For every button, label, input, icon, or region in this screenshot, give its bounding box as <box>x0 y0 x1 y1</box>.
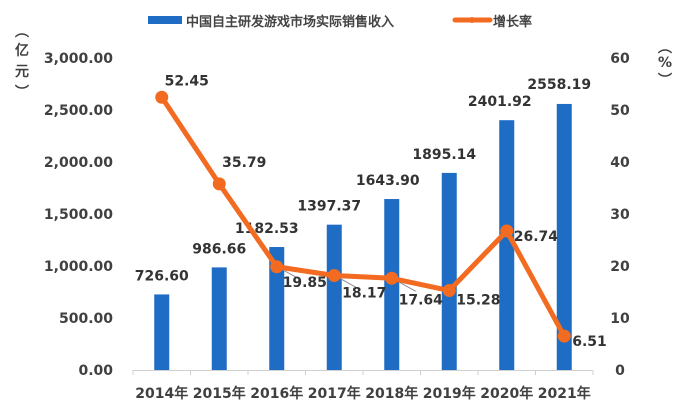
line-data-label: 6.51 <box>572 334 607 350</box>
x-axis-label: 2021年 <box>538 385 591 402</box>
left-unit-char: 亿 <box>15 42 29 59</box>
bar <box>556 103 572 370</box>
right-axis-ticks: 0 10 20 30 40 50 60 <box>610 51 630 379</box>
right-tick-label: 60 <box>610 51 630 67</box>
right-axis-unit-label: ︵%︶ <box>657 40 672 89</box>
right-tick-label: 30 <box>610 207 630 223</box>
bar <box>269 247 285 370</box>
leader-line <box>340 278 359 289</box>
line-data-label: 19.85 <box>283 275 327 291</box>
bar-data-labels: 726.60986.661182.531397.371643.901895.14… <box>135 77 591 284</box>
left-tick-label: 0.00 <box>78 363 113 379</box>
right-tick-label: 40 <box>610 155 630 171</box>
right-unit-char: ︶ <box>657 72 672 89</box>
left-tick-label: 2,000.00 <box>44 155 113 171</box>
line-marker <box>212 177 226 191</box>
right-unit-char: ︵ <box>657 40 672 56</box>
legend: 中国自主研发游戏市场实际销售收入 增长率 <box>148 14 532 30</box>
left-tick-label: 3,000.00 <box>44 51 113 67</box>
bar <box>441 172 457 370</box>
bar-data-label: 1895.14 <box>412 147 476 163</box>
right-tick-label: 10 <box>610 311 630 327</box>
line-series <box>155 90 571 343</box>
line-data-label: 15.28 <box>456 293 500 309</box>
legend-bar-swatch <box>148 16 182 24</box>
left-unit-char: ︵ <box>14 24 29 40</box>
line-marker <box>385 271 399 285</box>
bar <box>326 224 342 370</box>
line-data-label: 35.79 <box>222 155 266 171</box>
bar-data-label: 1643.90 <box>356 173 420 189</box>
bar-data-label: 726.60 <box>135 268 189 284</box>
right-tick-label: 20 <box>610 259 630 275</box>
left-unit-char: 元 <box>15 64 29 80</box>
leader-lines <box>282 269 416 292</box>
legend-bar-label: 中国自主研发游戏市场实际销售收入 <box>186 14 394 30</box>
line-marker <box>500 224 514 238</box>
x-axis <box>132 370 594 375</box>
right-unit-char: % <box>658 55 672 71</box>
x-axis-label: 2014年 <box>135 385 188 402</box>
legend-line-label: 增长率 <box>493 14 532 30</box>
x-axis-label: 2017年 <box>308 385 361 402</box>
line-marker <box>270 260 284 274</box>
x-axis-label: 2020年 <box>480 385 533 402</box>
right-tick-label: 0 <box>615 363 625 379</box>
leader-line <box>282 269 301 281</box>
line-marker <box>327 269 341 283</box>
left-unit-char: ︶ <box>14 84 29 101</box>
x-axis-label: 2018年 <box>365 385 418 402</box>
line-marker <box>442 284 456 298</box>
left-tick-label: 1,500.00 <box>44 207 113 223</box>
x-axis-label: 2016年 <box>250 385 303 402</box>
line-data-labels: 52.45 35.79 19.85 18.17 17.64 15.28 26.74 6.51 <box>165 73 607 350</box>
legend-line-marker <box>469 17 475 23</box>
left-axis-ticks: 0.00 500.00 1,000.00 1,500.00 2,000.00 2,500.… <box>44 51 113 379</box>
bar-series <box>154 103 572 370</box>
leader-line <box>397 280 416 292</box>
bar-data-label: 2401.92 <box>468 94 532 110</box>
left-tick-label: 1,000.00 <box>44 259 113 275</box>
left-tick-label: 2,500.00 <box>44 103 113 119</box>
bar-data-label: 1397.37 <box>297 199 361 215</box>
growth-rate-line <box>159 94 567 339</box>
line-data-label: 17.64 <box>399 292 444 308</box>
left-tick-label: 500.00 <box>59 311 113 327</box>
bar-data-label: 986.66 <box>192 241 246 257</box>
bar <box>154 294 170 370</box>
x-axis-label: 2015年 <box>193 385 246 402</box>
line-marker <box>155 90 169 104</box>
line-marker <box>557 329 571 343</box>
line-data-label: 52.45 <box>165 73 209 89</box>
bar-data-label: 2558.19 <box>527 77 591 93</box>
bar <box>499 120 515 370</box>
x-axis-labels: 2014年 2015年 2016年 2017年 2018年 2019年 2020年 2021年 <box>135 385 590 402</box>
right-tick-label: 50 <box>610 103 630 119</box>
left-axis-unit-label: ︵ 亿元 ︶ <box>14 24 29 101</box>
x-axis-label: 2019年 <box>423 385 476 402</box>
bar <box>211 267 227 370</box>
line-data-label: 26.74 <box>514 229 559 245</box>
line-data-label: 18.17 <box>342 286 386 302</box>
